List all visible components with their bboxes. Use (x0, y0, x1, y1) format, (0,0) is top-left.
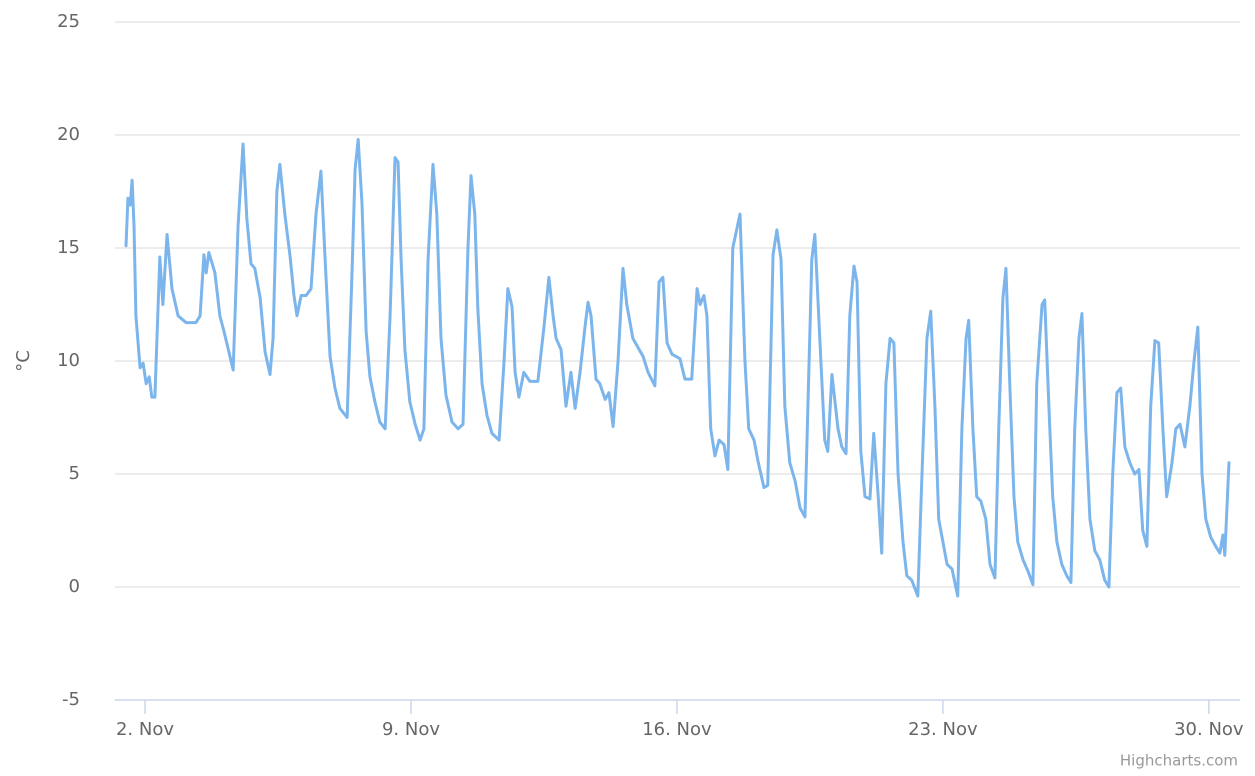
y-tick-label: 10 (57, 350, 80, 371)
x-tick-label: 23. Nov (908, 719, 978, 740)
x-tick-label: 9. Nov (382, 719, 440, 740)
y-axis-title: °C (13, 350, 34, 372)
y-tick-label: 20 (57, 124, 80, 145)
y-tick-label: 0 (69, 576, 80, 597)
y-tick-label: 25 (57, 11, 80, 32)
data-line (124, 138, 1231, 598)
x-tick-label: 30. Nov (1174, 719, 1244, 740)
x-tick-label: 2. Nov (116, 719, 174, 740)
y-tick-label: 15 (57, 237, 80, 258)
y-tick-label: 5 (69, 463, 80, 484)
x-tick-label: 16. Nov (642, 719, 712, 740)
y-tick-label: -5 (62, 689, 80, 710)
credits[interactable]: Highcharts.com (1120, 752, 1238, 770)
